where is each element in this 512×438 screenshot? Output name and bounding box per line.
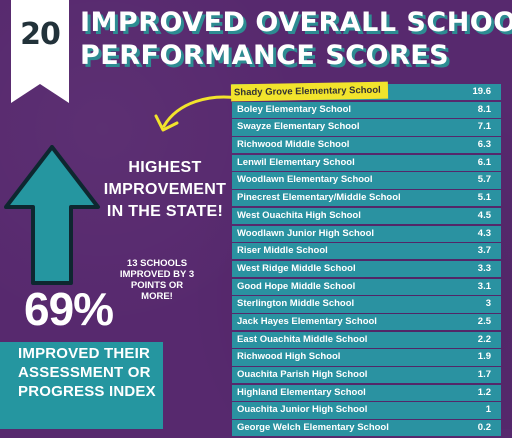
ribbon-shape <box>11 0 69 103</box>
school-score: 2.5 <box>477 315 491 327</box>
school-name: Richwood Middle School <box>237 139 350 151</box>
school-name: West Ridge Middle School <box>237 262 356 274</box>
school-name: Sterlington Middle School <box>237 298 355 310</box>
school-name: Shady Grove Elementary School <box>231 82 387 101</box>
table-row: Lenwil Elementary School 6.1 <box>232 154 501 172</box>
school-score: 4.3 <box>477 227 491 239</box>
school-name: Highland Elementary School <box>237 386 366 398</box>
stat-box <box>0 342 163 429</box>
school-score: 1.7 <box>477 369 491 380</box>
table-row: Richwood High School 1.9 <box>232 349 501 366</box>
curved-arrow-icon <box>154 95 240 132</box>
table-row: Sterlington Middle School 3 <box>232 296 501 313</box>
school-score: 0.2 <box>477 422 491 434</box>
callout-line-3: IN THE STATE! <box>106 203 224 220</box>
stat-description: IMPROVED THEIR ASSESSMENT OR PROGRESS IN… <box>18 344 168 401</box>
table-row: Ouachita Junior High School 1 <box>232 402 501 419</box>
school-name: George Welch Elementary School <box>237 422 389 434</box>
school-score: 3.3 <box>477 262 491 274</box>
school-score: 5.7 <box>477 174 491 186</box>
table-row: East Ouachita Middle School 2.2 <box>232 331 501 348</box>
school-name: Pinecrest Elementary/Middle School <box>237 192 401 204</box>
table-row: Richwood Middle School 6.3 <box>232 137 501 154</box>
school-score: 5.1 <box>477 192 491 204</box>
table-row: Ouachita Parish High School 1.7 <box>232 367 501 384</box>
school-name: Jack Hayes Elementary School <box>237 315 377 327</box>
table-row: Highland Elementary School 1.2 <box>232 384 501 401</box>
stat-line-3: PROGRESS INDEX <box>18 383 156 400</box>
school-name: Swayze Elementary School <box>237 121 360 133</box>
school-score: 6.3 <box>477 139 491 151</box>
table-row: Woodlawn Junior High School 4.3 <box>232 225 501 242</box>
school-name: Lenwil Elementary School <box>237 156 355 168</box>
school-score: 4.5 <box>477 209 491 221</box>
school-score: 7.1 <box>477 121 491 133</box>
ribbon-banner: 20 <box>11 0 69 103</box>
school-name: Riser Middle School <box>237 245 328 257</box>
note-line-3: POINTS OR <box>130 280 184 291</box>
school-score: 3.7 <box>477 245 491 257</box>
table-row: Good Hope Middle School 3.1 <box>232 278 501 295</box>
highest-improvement-callout: HIGHEST IMPROVEMENT IN THE STATE! <box>102 157 228 223</box>
school-score: 3.1 <box>477 280 491 292</box>
up-arrow-icon <box>4 145 100 285</box>
school-name: Richwood High School <box>237 351 341 363</box>
table-row: Woodlawn Elementary School 5.7 <box>232 172 501 189</box>
school-score-table: Shady Grove Elementary School 19.6 Boley E… <box>231 82 501 438</box>
table-row: George Welch Elementary School 0.2 <box>232 420 501 437</box>
table-row: Shady Grove Elementary School 19.6 <box>231 82 501 101</box>
school-name: Ouachita Parish High School <box>237 369 368 380</box>
page-title: IMPROVED OVERALL SCHOOL PERFORMANCE SCOR… <box>80 6 512 72</box>
schools-improved-note: 13 SCHOOLS IMPROVED BY 3 POINTS OR MORE! <box>108 258 206 302</box>
note-line-2: IMPROVED BY 3 <box>119 269 195 280</box>
school-score: 3 <box>485 298 491 310</box>
school-name: West Ouachita High School <box>237 209 361 221</box>
table-row: Boley Elementary School 8.1 <box>232 101 501 118</box>
callout-line-1: HIGHEST <box>128 159 202 176</box>
school-score: 19.6 <box>472 86 492 97</box>
school-name: Woodlawn Junior High School <box>237 227 375 239</box>
school-name: Woodlawn Elementary School <box>237 174 373 186</box>
percent-stat: 69% <box>24 283 114 335</box>
table-row: Jack Hayes Elementary School 2.5 <box>232 313 501 331</box>
note-line-1: 13 SCHOOLS <box>126 258 188 269</box>
stat-line-1: IMPROVED THEIR <box>18 345 150 362</box>
ribbon-number: 20 <box>20 17 61 52</box>
school-name: East Ouachita Middle School <box>237 333 368 345</box>
school-score: 1.2 <box>477 386 491 398</box>
school-score: 1.9 <box>477 351 491 363</box>
school-score: 8.1 <box>477 103 491 115</box>
school-score: 2.2 <box>477 333 491 345</box>
school-name: Good Hope Middle School <box>237 280 356 292</box>
callout-line-2: IMPROVEMENT <box>103 181 227 198</box>
school-score: 6.1 <box>477 156 491 168</box>
table-row: Riser Middle School 3.7 <box>232 243 501 260</box>
school-name: Boley Elementary School <box>237 103 352 115</box>
title-line-1: IMPROVED OVERALL SCHOOL <box>80 7 512 38</box>
stat-line-2: ASSESSMENT OR <box>18 364 151 381</box>
table-row: Pinecrest Elementary/Middle School 5.1 <box>232 190 501 207</box>
title-line-2: PERFORMANCE SCORES <box>80 40 450 71</box>
school-score: 1 <box>485 404 491 416</box>
table-row: West Ouachita High School 4.5 <box>232 207 501 225</box>
note-line-4: MORE! <box>141 291 173 302</box>
school-name: Ouachita Junior High School <box>237 404 368 416</box>
table-row: West Ridge Middle School 3.3 <box>232 260 501 278</box>
table-row: Swayze Elementary School 7.1 <box>232 119 501 136</box>
